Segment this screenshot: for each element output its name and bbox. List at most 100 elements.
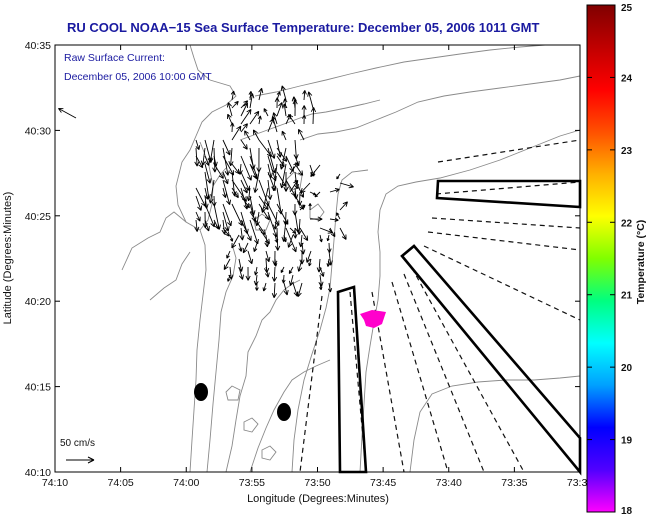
current-vector [296, 282, 303, 297]
current-vector [272, 211, 279, 230]
colorbar-ticks: 25 24 23 22 21 20 19 18 [587, 3, 633, 517]
current-vector [231, 187, 239, 199]
current-vector [329, 217, 339, 222]
current-vector [271, 116, 278, 133]
current-vector [204, 163, 212, 184]
current-vector [244, 130, 251, 141]
current-vector [281, 130, 287, 141]
radar-site-east [277, 403, 291, 421]
current-vector [307, 91, 314, 109]
y-tick-label: 40:20 [25, 296, 51, 308]
current-vector [231, 234, 240, 249]
current-vector [258, 195, 269, 210]
current-vector [228, 266, 234, 280]
current-vector [267, 139, 276, 159]
x-tick-label: 74:05 [107, 477, 133, 489]
current-vector [339, 201, 348, 211]
current-vector [222, 155, 235, 176]
current-vector [222, 187, 227, 198]
current-vector [300, 182, 311, 194]
current-vector [202, 211, 208, 229]
current-vector [249, 110, 260, 125]
current-vector [297, 191, 303, 206]
current-vector [222, 203, 232, 227]
current-vector [288, 274, 294, 286]
current-vector [195, 139, 201, 151]
current-vector [247, 250, 254, 265]
current-vector [213, 219, 219, 230]
current-vector [256, 147, 262, 173]
current-vector [264, 266, 270, 278]
current-vector [246, 187, 252, 202]
offshore-contour-3 [254, 44, 546, 97]
current-vector [308, 203, 312, 211]
y-axis-label: Latitude (Degrees:Minutes) [2, 192, 14, 325]
y-tick-label: 40:15 [25, 382, 51, 394]
current-vector [319, 266, 325, 277]
colorbar-tick-label: 20 [621, 363, 633, 374]
x-tick-label: 73:45 [370, 477, 396, 489]
current-vector [257, 115, 262, 125]
current-vector [289, 162, 299, 175]
current-vector [283, 234, 287, 243]
current-vector [222, 171, 229, 185]
y-tick-label: 40:35 [25, 40, 51, 52]
current-vector [273, 258, 278, 267]
current-vector [280, 85, 287, 101]
x-tick-label: 73:50 [304, 477, 330, 489]
current-vector [240, 123, 248, 133]
current-vector [240, 139, 248, 150]
current-vector [299, 204, 306, 211]
current-vector [305, 250, 312, 263]
current-vector [249, 163, 258, 180]
colorbar: 25 24 23 22 21 20 19 18 Temperature (°C) [586, 3, 647, 517]
current-vector [230, 90, 236, 101]
current-vector [297, 258, 303, 272]
current-vector [339, 182, 354, 189]
current-vector [263, 108, 269, 117]
current-vector [294, 163, 304, 176]
current-vector [310, 164, 321, 178]
current-vector [339, 227, 347, 240]
current-vector [276, 155, 285, 168]
current-vector [288, 266, 294, 274]
current-label-line1: Raw Surface Current: [64, 52, 165, 64]
current-vector [230, 122, 235, 133]
scale-arrow: 50 cm/s [60, 438, 95, 464]
x-tick-label: 73:35 [501, 477, 527, 489]
current-vector [240, 179, 248, 194]
current-vector [204, 203, 216, 228]
x-axis-ticks: 74:10 74:05 74:00 73:55 73:50 73:45 73:40 73:35… [42, 45, 593, 489]
colorbar-label: Temperature (°C) [635, 220, 647, 305]
current-vector [276, 139, 283, 158]
current-vector [287, 234, 294, 248]
current-vector [326, 234, 330, 242]
current-vector [226, 250, 231, 259]
current-vector [242, 242, 249, 254]
current-vector [319, 282, 323, 291]
channel-contour-east [359, 129, 581, 473]
current-vector [231, 100, 239, 109]
colorbar-tick-label: 18 [621, 506, 633, 517]
colorbar-tick-label: 23 [621, 146, 633, 157]
current-vector [254, 266, 259, 276]
current-vector [229, 234, 234, 242]
current-vector [254, 211, 260, 227]
current-vector [309, 216, 323, 222]
current-vector [222, 211, 230, 232]
contour-5m [206, 243, 237, 473]
current-vector [271, 266, 278, 282]
current-vector [226, 102, 233, 117]
x-axis-label: Longitude (Degrees:Minutes) [247, 493, 389, 505]
current-vector [252, 129, 260, 141]
current-vector [326, 258, 331, 267]
y-axis-ticks: 40:35 40:30 40:25 40:20 40:15 40:10 [25, 40, 580, 479]
current-vector [195, 155, 204, 169]
x-tick-label: 73:55 [239, 477, 265, 489]
coastline [175, 44, 237, 473]
current-vector [282, 103, 288, 117]
current-vector [276, 102, 283, 117]
current-vector [283, 282, 289, 296]
current-vector [265, 250, 271, 263]
